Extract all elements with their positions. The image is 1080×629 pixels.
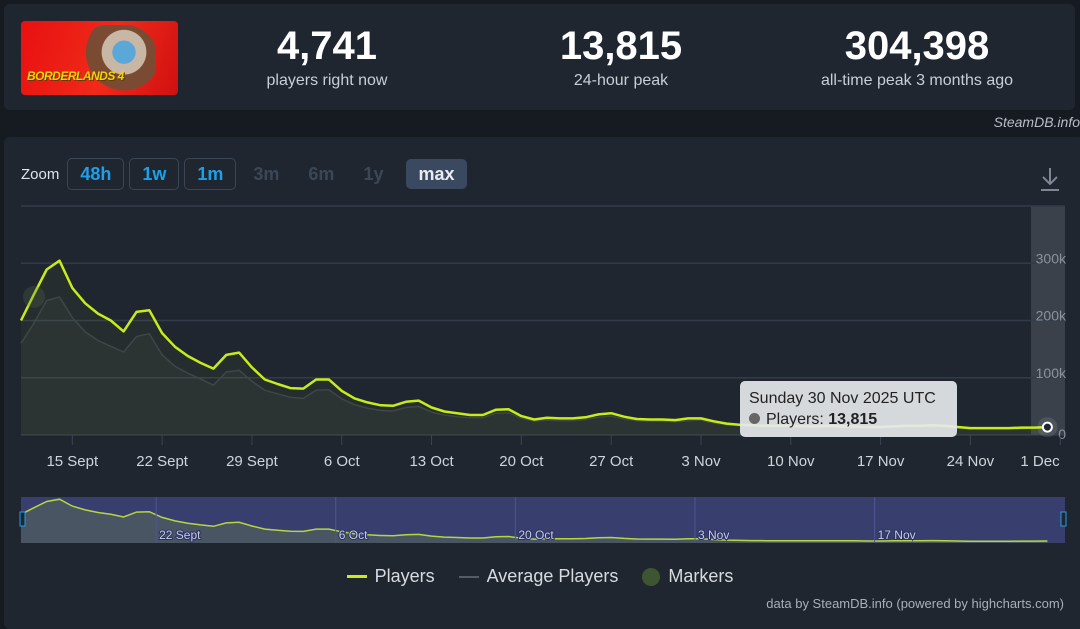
zoom-1m-button[interactable]: 1m bbox=[184, 158, 237, 190]
series-dot-icon bbox=[749, 413, 760, 424]
steamdb-credit[interactable]: SteamDB.info bbox=[993, 114, 1080, 130]
game-logo[interactable]: BORDERLANDS 4 bbox=[21, 21, 178, 95]
legend-label: Markers bbox=[668, 566, 734, 586]
stat-24h-peak: 13,815 24-hour peak bbox=[491, 24, 751, 90]
zoom-1y-button: 1y bbox=[363, 163, 384, 184]
legend-markers[interactable]: Markers bbox=[642, 566, 733, 587]
legend-label: Average Players bbox=[486, 566, 619, 586]
x-tick-label: 24 Nov bbox=[947, 453, 995, 470]
legend-average-players[interactable]: Average Players bbox=[458, 566, 619, 587]
x-tick-label: 17 Nov bbox=[857, 453, 905, 470]
x-tick-label: 10 Nov bbox=[767, 453, 815, 470]
download-icon[interactable] bbox=[1038, 166, 1062, 192]
chart-tooltip: Sunday 30 Nov 2025 UTC Players: 13,815 bbox=[740, 381, 957, 437]
stat-current-players: 4,741 players right now bbox=[197, 24, 457, 90]
x-tick-label: 15 Sept bbox=[46, 453, 99, 470]
tooltip-series: Players: bbox=[766, 411, 824, 428]
zoom-controls: Zoom 48h 1w 1m 3m 6m 1y max bbox=[21, 158, 472, 190]
average-players-area bbox=[21, 297, 1048, 435]
x-tick-label: 20 Oct bbox=[499, 453, 544, 470]
highcharts-credit[interactable]: data by SteamDB.info (powered by highcha… bbox=[766, 596, 1064, 611]
y-tick-label: 300k bbox=[1036, 250, 1067, 266]
stat-label: players right now bbox=[266, 72, 388, 89]
tooltip-date: Sunday 30 Nov 2025 UTC bbox=[749, 390, 936, 407]
players-line-icon bbox=[346, 575, 367, 578]
navigator-left-handle[interactable] bbox=[19, 511, 26, 527]
y-tick-label: 200k bbox=[1036, 308, 1067, 324]
y-tick-label: 100k bbox=[1036, 365, 1067, 381]
players-area bbox=[21, 260, 1048, 435]
x-tick-label: 22 Sept bbox=[136, 453, 189, 470]
legend-players[interactable]: Players bbox=[346, 566, 435, 587]
hover-point bbox=[1041, 421, 1053, 433]
zoom-3m-button: 3m bbox=[253, 163, 280, 184]
navigator-right-handle[interactable] bbox=[1060, 511, 1067, 527]
average-line-icon bbox=[458, 575, 479, 578]
marker-dot-icon bbox=[642, 567, 661, 586]
navigator-tick-label: 17 Nov bbox=[878, 528, 916, 542]
game-summary-card: BORDERLANDS 4 4,741 players right now 13… bbox=[4, 4, 1075, 110]
navigator-line bbox=[20, 498, 1048, 543]
legend-label: Players bbox=[374, 566, 435, 586]
x-tick-label: 13 Oct bbox=[409, 453, 454, 470]
zoom-48h-button[interactable]: 48h bbox=[67, 158, 125, 190]
navigator-area bbox=[21, 499, 1048, 543]
stat-value: 304,398 bbox=[844, 24, 990, 68]
zoom-6m-button: 6m bbox=[308, 163, 335, 184]
navigator-tick-label: 3 Nov bbox=[698, 528, 729, 542]
stat-all-time-peak: 304,398 all-time peak 3 months ago bbox=[787, 24, 1047, 90]
navigator-tick-label: 6 Oct bbox=[339, 528, 368, 542]
logo-text: BORDERLANDS 4 bbox=[27, 69, 124, 83]
y-tick-label: 0 bbox=[1058, 426, 1066, 442]
stat-value: 4,741 bbox=[276, 24, 378, 68]
x-tick-label: 1 Dec bbox=[1020, 453, 1060, 470]
logo-artwork bbox=[76, 25, 156, 93]
x-tick-label: 3 Nov bbox=[681, 453, 721, 470]
zoom-1w-button[interactable]: 1w bbox=[129, 158, 180, 190]
chart-legend: Players Average Players Markers bbox=[0, 566, 1080, 587]
x-tick-label: 6 Oct bbox=[324, 453, 361, 470]
zoom-max-button[interactable]: max bbox=[406, 159, 467, 189]
zoom-label: Zoom bbox=[21, 165, 60, 183]
tooltip-value-row: Players: 13,815 bbox=[749, 411, 877, 429]
stat-label: all-time peak 3 months ago bbox=[820, 72, 1014, 89]
tooltip-value: 13,815 bbox=[828, 411, 878, 428]
navigator-tick-label: 22 Sept bbox=[159, 528, 201, 542]
event-marker bbox=[23, 286, 45, 308]
x-tick-label: 27 Oct bbox=[589, 453, 634, 470]
x-tick-label: 29 Sept bbox=[226, 453, 279, 470]
stat-label: 24-hour peak bbox=[573, 72, 669, 89]
stat-value: 13,815 bbox=[559, 24, 683, 68]
navigator-tick-label: 20 Oct bbox=[518, 528, 554, 542]
